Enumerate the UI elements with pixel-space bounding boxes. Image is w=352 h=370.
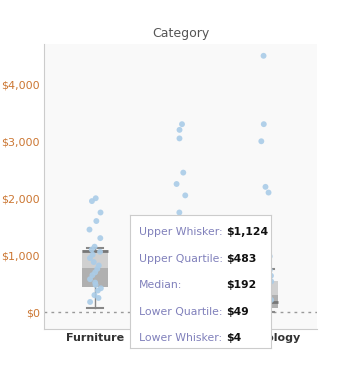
Point bbox=[177, 135, 182, 141]
Text: Lower Quartile:: Lower Quartile: bbox=[139, 307, 222, 317]
Point bbox=[92, 292, 97, 298]
Point bbox=[94, 266, 100, 272]
Bar bbox=[168, 297, 193, 309]
Point bbox=[261, 121, 266, 127]
Point bbox=[96, 263, 102, 269]
Point bbox=[89, 272, 95, 278]
Point bbox=[94, 218, 99, 224]
Point bbox=[182, 309, 188, 315]
Point bbox=[181, 305, 186, 311]
Point bbox=[173, 308, 179, 314]
Point bbox=[98, 235, 103, 241]
Point bbox=[92, 269, 98, 275]
Point bbox=[177, 299, 183, 305]
Point bbox=[258, 293, 263, 299]
Point bbox=[263, 308, 269, 314]
Title: Category: Category bbox=[152, 27, 209, 40]
Point bbox=[262, 307, 268, 313]
Point bbox=[98, 209, 103, 215]
Point bbox=[263, 261, 268, 267]
Point bbox=[176, 298, 182, 304]
Point bbox=[267, 253, 272, 259]
Point bbox=[177, 296, 183, 302]
Text: Upper Whisker:: Upper Whisker: bbox=[139, 227, 222, 237]
Point bbox=[177, 302, 183, 308]
Point bbox=[177, 127, 182, 133]
Point bbox=[260, 292, 266, 297]
Point bbox=[260, 284, 265, 290]
Point bbox=[263, 300, 269, 306]
Point bbox=[174, 181, 180, 187]
Point bbox=[176, 293, 182, 299]
Text: $483: $483 bbox=[226, 253, 256, 263]
Point bbox=[268, 297, 274, 303]
Point bbox=[96, 295, 101, 301]
Point bbox=[177, 209, 182, 215]
Point bbox=[93, 195, 99, 201]
Point bbox=[90, 252, 95, 258]
Text: Upper Quartile:: Upper Quartile: bbox=[139, 253, 223, 263]
Point bbox=[179, 121, 185, 127]
Bar bbox=[82, 249, 108, 268]
Point bbox=[92, 280, 98, 286]
Point bbox=[89, 246, 95, 252]
Point bbox=[93, 282, 99, 288]
Point bbox=[182, 290, 187, 296]
Point bbox=[177, 262, 183, 268]
Text: Lower Whisker:: Lower Whisker: bbox=[139, 333, 222, 343]
Bar bbox=[82, 268, 108, 286]
Point bbox=[181, 286, 187, 292]
Bar bbox=[168, 285, 193, 297]
Point bbox=[97, 249, 103, 255]
Text: $4: $4 bbox=[226, 333, 241, 343]
Point bbox=[180, 251, 185, 257]
Text: $1,124: $1,124 bbox=[226, 227, 268, 237]
Point bbox=[260, 241, 266, 247]
Point bbox=[98, 285, 104, 291]
Point bbox=[258, 138, 264, 144]
Point bbox=[268, 279, 274, 285]
Point bbox=[178, 274, 184, 280]
Point bbox=[261, 53, 266, 59]
Point bbox=[174, 301, 180, 307]
Point bbox=[264, 288, 270, 294]
Point bbox=[177, 241, 183, 247]
Point bbox=[178, 307, 183, 313]
Point bbox=[95, 287, 101, 293]
Point bbox=[87, 276, 93, 282]
Point bbox=[268, 273, 274, 279]
Point bbox=[266, 189, 271, 195]
Point bbox=[267, 267, 273, 273]
Point bbox=[180, 304, 185, 310]
Point bbox=[181, 169, 186, 175]
Text: $192: $192 bbox=[226, 280, 256, 290]
Point bbox=[87, 299, 93, 305]
Point bbox=[262, 236, 268, 242]
Point bbox=[263, 184, 268, 190]
Point bbox=[265, 302, 271, 308]
Point bbox=[87, 255, 93, 261]
Point bbox=[258, 304, 264, 310]
Point bbox=[175, 268, 181, 274]
Point bbox=[175, 280, 181, 286]
Point bbox=[92, 244, 98, 250]
Point bbox=[180, 221, 186, 227]
Point bbox=[265, 295, 271, 301]
Point bbox=[87, 226, 92, 232]
Point bbox=[257, 305, 263, 311]
Bar bbox=[253, 295, 278, 308]
Point bbox=[265, 299, 271, 305]
Point bbox=[182, 192, 188, 198]
Point bbox=[176, 256, 182, 262]
Point bbox=[258, 248, 264, 253]
Bar bbox=[253, 282, 278, 295]
Text: Median:: Median: bbox=[139, 280, 182, 290]
Point bbox=[176, 246, 182, 252]
Point bbox=[91, 259, 96, 265]
Text: $49: $49 bbox=[226, 307, 249, 317]
Point bbox=[89, 198, 95, 204]
